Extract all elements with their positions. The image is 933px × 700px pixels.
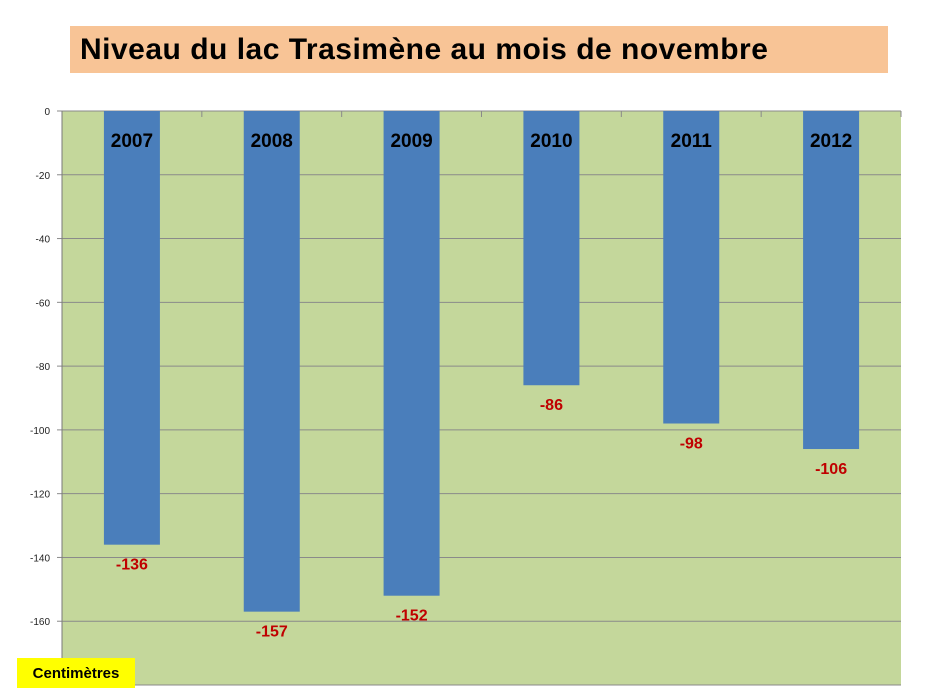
bar (103, 111, 160, 545)
bar (803, 111, 860, 450)
data-label: -86 (540, 397, 563, 414)
data-label: -152 (396, 608, 428, 625)
y-tick-label: -40 (36, 235, 51, 246)
bar (243, 111, 300, 612)
y-tick-label: -80 (36, 362, 51, 373)
category-label: 2007 (111, 131, 153, 152)
unit-label: Centimètres (17, 658, 135, 688)
y-tick-label: -60 (36, 298, 51, 309)
y-tick-label: -140 (30, 553, 50, 564)
y-tick-label: 0 (44, 107, 50, 118)
bar (663, 111, 720, 424)
y-tick-label: -100 (30, 426, 50, 437)
y-tick-label: -160 (30, 617, 50, 628)
y-tick-label: -20 (36, 171, 51, 182)
bar (383, 111, 440, 596)
category-label: 2011 (671, 131, 713, 152)
data-label: -106 (815, 461, 847, 478)
data-label: -157 (256, 624, 288, 641)
y-tick-label: -120 (30, 490, 50, 501)
plot-area (62, 111, 901, 685)
bar (523, 111, 580, 386)
category-label: 2008 (251, 131, 293, 152)
chart-title-box: Niveau du lac Trasimène au mois de novem… (70, 26, 888, 73)
category-label: 2009 (390, 131, 432, 152)
category-label: 2012 (810, 131, 852, 152)
chart-title: Niveau du lac Trasimène au mois de novem… (80, 32, 769, 66)
data-label: -98 (680, 436, 703, 453)
category-label: 2010 (530, 131, 572, 152)
data-label: -136 (116, 557, 148, 574)
